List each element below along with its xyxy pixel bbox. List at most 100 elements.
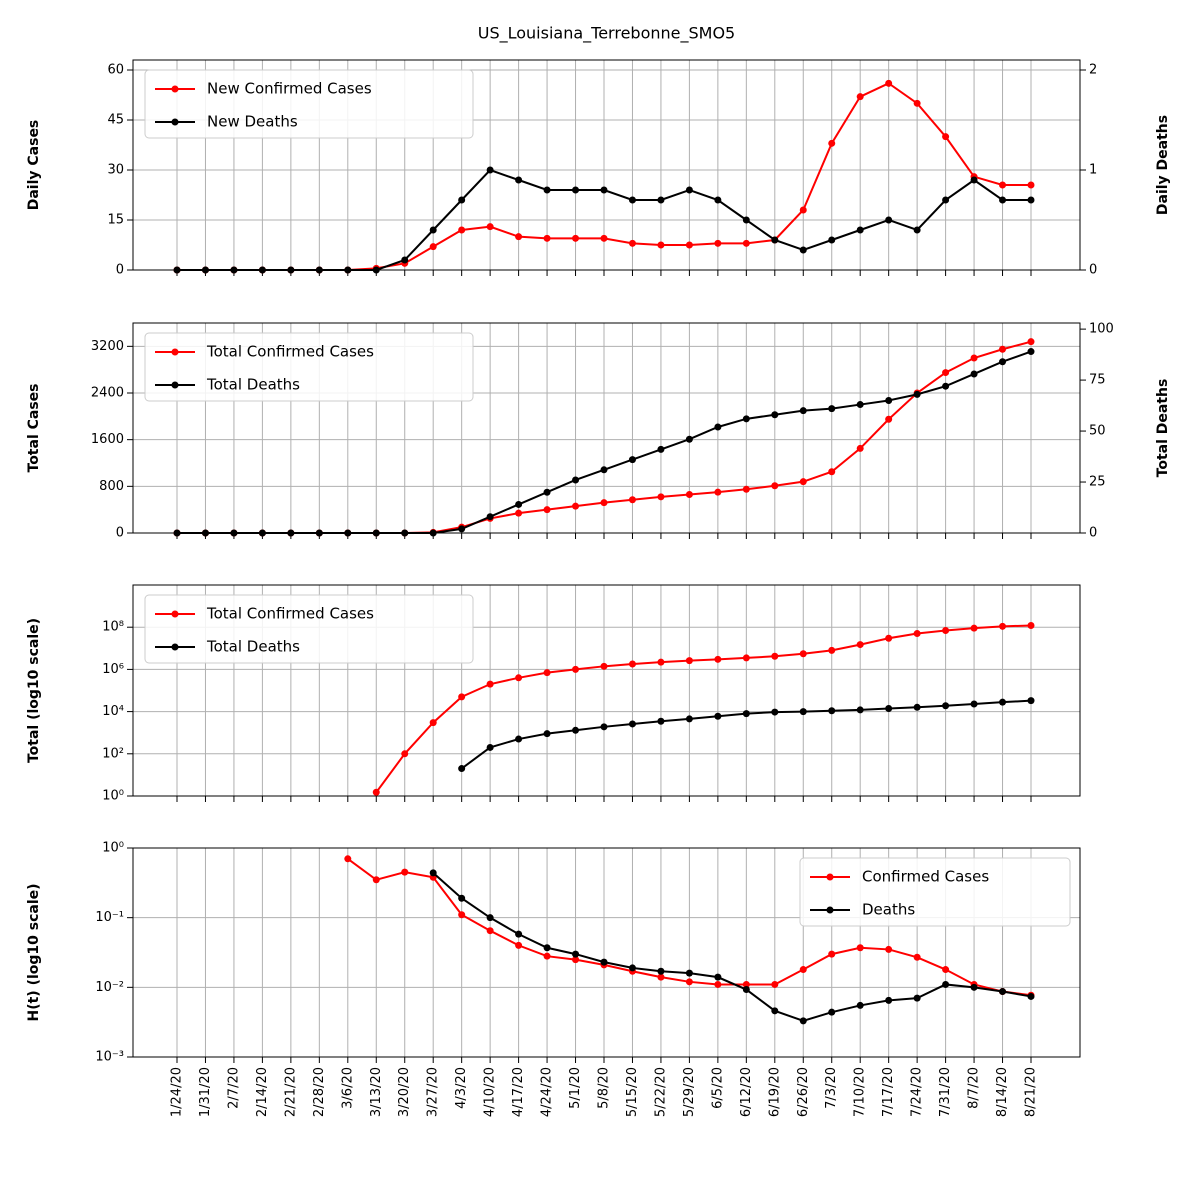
data-point (287, 529, 295, 537)
data-point (999, 196, 1007, 204)
data-point (372, 788, 380, 796)
legend: Confirmed Cases Deaths (799, 857, 1071, 927)
data-point (856, 706, 864, 714)
data-point (515, 674, 523, 682)
x-tick-label: 4/24/20 (540, 1067, 555, 1117)
y-tick-label: 1600 (91, 432, 124, 447)
axes-frame (132, 59, 1081, 271)
data-point (657, 493, 665, 501)
data-point (515, 735, 523, 743)
legend-marker (826, 906, 834, 914)
data-point (828, 468, 836, 476)
series-line (432, 872, 1032, 1022)
y-tick-label: 0 (116, 526, 124, 541)
data-point (885, 415, 893, 423)
data-point (999, 181, 1007, 189)
x-tick-label: 5/22/20 (653, 1067, 668, 1117)
data-point (458, 894, 466, 902)
data-point (885, 705, 893, 713)
data-point (714, 196, 722, 204)
legend-marker (171, 85, 179, 93)
data-point (401, 256, 409, 264)
data-point (913, 994, 921, 1002)
data-point (771, 980, 779, 988)
y2-tick-label: 0 (1089, 263, 1097, 278)
data-point (458, 196, 466, 204)
data-point (742, 654, 750, 662)
data-point (999, 698, 1007, 706)
data-point (742, 216, 750, 224)
y-axis-label: Total Cases (26, 383, 42, 472)
data-point (657, 658, 665, 666)
legend-label: New Deaths (207, 113, 298, 131)
data-point (628, 964, 636, 972)
data-point (201, 529, 209, 537)
data-point (714, 973, 722, 981)
data-point (572, 234, 580, 242)
data-point (628, 496, 636, 504)
data-point (828, 139, 836, 147)
data-point (600, 499, 608, 507)
data-point (885, 945, 893, 953)
data-point (543, 234, 551, 242)
x-tick-label: 7/31/20 (938, 1067, 953, 1117)
data-point (628, 720, 636, 728)
data-point (913, 630, 921, 638)
data-point (458, 765, 466, 773)
data-point (572, 502, 580, 510)
legend-marker (826, 873, 834, 881)
data-point (685, 241, 693, 249)
y-tick-label: 10⁻³ (95, 1050, 124, 1065)
legend-marker (171, 643, 179, 651)
x-tick-label: 4/3/20 (454, 1067, 469, 1109)
data-point (999, 622, 1007, 630)
data-point (970, 176, 978, 184)
data-point (828, 707, 836, 715)
data-point (828, 646, 836, 654)
x-tick-label: 5/29/20 (682, 1067, 697, 1117)
data-point (856, 444, 864, 452)
legend-label: Total Deaths (206, 638, 300, 656)
data-point (429, 529, 437, 537)
data-point (258, 266, 266, 274)
y2-tick-label: 75 (1089, 373, 1106, 388)
data-point (543, 669, 551, 677)
data-point (771, 236, 779, 244)
data-point (856, 93, 864, 101)
data-point (201, 266, 209, 274)
x-tick-label: 1/24/20 (170, 1067, 185, 1117)
y-tick-label: 10⁻² (95, 980, 124, 995)
data-point (486, 680, 494, 688)
data-point (458, 525, 466, 533)
legend-marker (171, 610, 179, 618)
data-point (543, 952, 551, 960)
x-tick-label: 7/10/20 (853, 1067, 868, 1117)
data-point (714, 488, 722, 496)
data-point (458, 226, 466, 234)
data-point (714, 239, 722, 247)
data-point (885, 396, 893, 404)
data-point (230, 266, 238, 274)
y2-tick-label: 1 (1089, 163, 1097, 178)
data-point (970, 983, 978, 991)
data-point (942, 196, 950, 204)
data-point (685, 978, 693, 986)
data-point (799, 407, 807, 415)
y-tick-label: 30 (107, 163, 124, 178)
data-point (771, 482, 779, 490)
data-point (1027, 622, 1035, 630)
data-point (344, 855, 352, 863)
data-point (543, 488, 551, 496)
axes-frame (132, 322, 1081, 534)
data-point (714, 655, 722, 663)
data-point (258, 529, 266, 537)
legend: Total Confirmed Cases Total Deaths (144, 332, 474, 402)
x-tick-label: 3/6/20 (340, 1067, 355, 1109)
data-point (429, 719, 437, 727)
legend-label: Deaths (862, 901, 915, 919)
x-tick-label: 8/7/20 (967, 1067, 982, 1109)
y2-tick-label: 0 (1089, 526, 1097, 541)
x-tick-label: 6/26/20 (796, 1067, 811, 1117)
data-point (1027, 338, 1035, 346)
